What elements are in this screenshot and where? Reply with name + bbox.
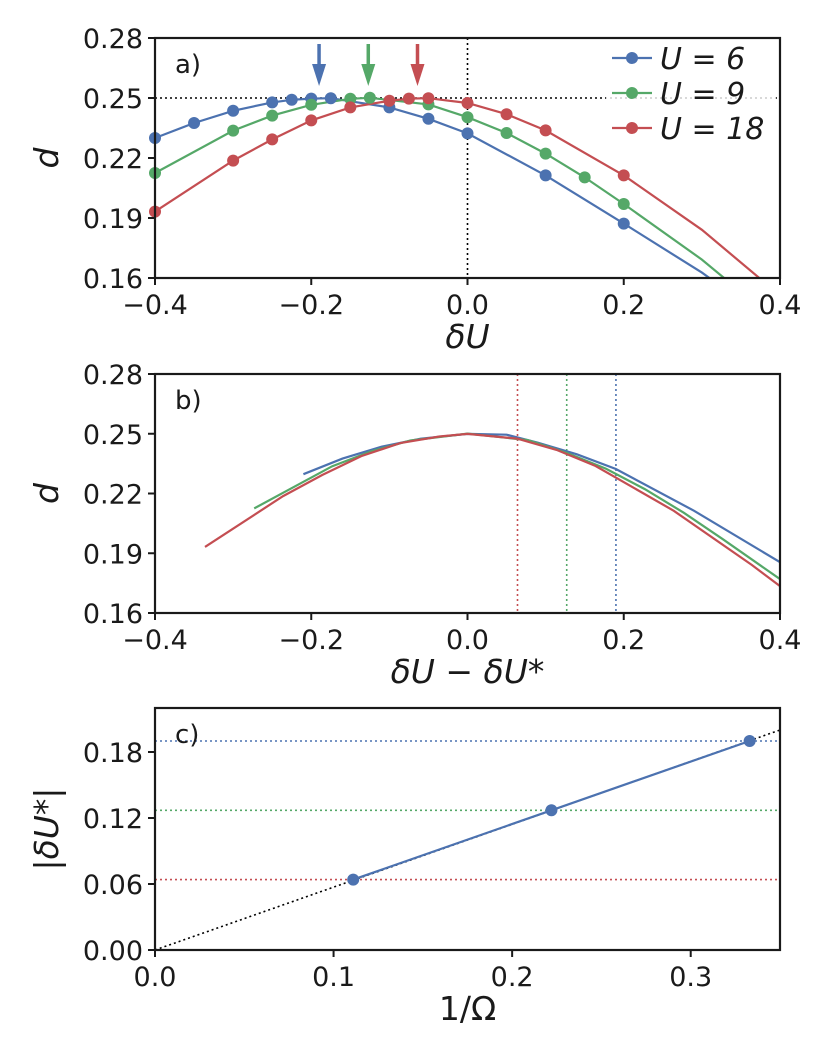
data-point bbox=[743, 735, 756, 747]
data-point bbox=[305, 114, 318, 127]
legend-entry-label: U = 9 bbox=[660, 77, 745, 112]
data-point bbox=[227, 124, 240, 137]
data-point bbox=[422, 112, 435, 125]
y-tick-label: 0.28 bbox=[83, 24, 143, 55]
arrow-head bbox=[410, 64, 425, 86]
legend-swatch-marker bbox=[626, 87, 638, 99]
series-line bbox=[204, 432, 780, 587]
axes-frame bbox=[153, 372, 782, 615]
y-tick-label: 0.19 bbox=[83, 204, 143, 235]
x-tick-label: 0.0 bbox=[446, 625, 489, 656]
x-tick-label: 0.4 bbox=[759, 625, 802, 656]
data-point bbox=[422, 92, 435, 105]
y-axis-label: d bbox=[27, 482, 66, 504]
data-point bbox=[539, 169, 552, 182]
panel-a: −0.4 −0.2 0.0 0.2 0.4 0.16 0.19 0.22 0.25 0.28 δU d… bbox=[27, 24, 801, 356]
data-point bbox=[461, 111, 474, 124]
x-tick-label: 0.2 bbox=[602, 625, 645, 656]
legend: U = 6U = 9U = 18 bbox=[606, 42, 776, 147]
series-line bbox=[155, 97, 712, 278]
y-tick-label: 0.25 bbox=[83, 84, 143, 115]
data-point bbox=[539, 147, 552, 160]
data-point bbox=[266, 96, 279, 109]
data-point bbox=[402, 92, 415, 105]
data-point bbox=[188, 117, 201, 129]
x-tick-label: 0.0 bbox=[446, 290, 489, 321]
y-axis-label: |δU*| bbox=[27, 787, 66, 870]
data-point bbox=[461, 127, 474, 140]
x-tick-label: −0.4 bbox=[122, 290, 188, 321]
data-point bbox=[539, 124, 552, 137]
axes-frame bbox=[153, 706, 782, 952]
plot-area bbox=[155, 729, 780, 950]
arrow-head bbox=[361, 64, 376, 86]
y-tick-label: 0.25 bbox=[83, 420, 143, 451]
panel-b: −0.4 −0.2 0.0 0.2 0.4 0.16 0.19 0.22 0.25 0.28 δU … bbox=[27, 360, 801, 691]
data-point bbox=[578, 171, 591, 184]
data-point bbox=[227, 154, 240, 167]
panel-label: c) bbox=[175, 720, 199, 750]
x-tick-label: −0.4 bbox=[122, 625, 188, 656]
y-tick-label: 0.06 bbox=[83, 870, 143, 901]
y-tick-label: 0.16 bbox=[83, 599, 143, 630]
x-tick-label: 0.1 bbox=[312, 962, 355, 993]
data-point bbox=[617, 217, 630, 230]
legend-swatch-marker bbox=[626, 122, 638, 134]
panel-c: 0.0 0.1 0.2 0.3 0.00 0.06 0.12 0.18 1/Ω |δU*| c) bbox=[27, 706, 782, 1028]
data-point bbox=[500, 127, 513, 139]
arrow-head bbox=[312, 64, 327, 86]
data-point bbox=[266, 133, 279, 146]
panel-label: b) bbox=[175, 386, 202, 416]
y-tick-label: 0.19 bbox=[83, 539, 143, 570]
legend-swatch-marker bbox=[626, 52, 638, 64]
y-axis-label: d bbox=[27, 146, 66, 168]
data-point bbox=[383, 94, 396, 107]
data-point bbox=[363, 91, 376, 104]
data-point bbox=[617, 198, 630, 210]
y-tick-label: 0.28 bbox=[83, 360, 143, 391]
x-tick-label: −0.2 bbox=[278, 625, 344, 656]
y-tick-label: 0.18 bbox=[83, 738, 143, 769]
data-point bbox=[461, 97, 474, 109]
data-point bbox=[344, 101, 357, 114]
data-point bbox=[617, 169, 630, 182]
legend-entry-label: U = 18 bbox=[660, 112, 764, 147]
y-tick-label: 0.22 bbox=[83, 480, 143, 511]
x-axis-label: δU − δU* bbox=[391, 652, 545, 691]
data-point bbox=[285, 93, 298, 106]
legend-entry-label: U = 6 bbox=[660, 42, 745, 77]
series-line bbox=[302, 432, 780, 564]
y-tick-label: 0.12 bbox=[83, 804, 143, 835]
series-line bbox=[155, 96, 726, 278]
x-tick-label: 0.2 bbox=[491, 962, 534, 993]
x-tick-label: 0.3 bbox=[669, 962, 712, 993]
y-tick-label: 0.16 bbox=[83, 264, 143, 295]
x-tick-label: 0.2 bbox=[602, 290, 645, 321]
data-point bbox=[545, 804, 558, 817]
x-tick-label: 0.0 bbox=[134, 962, 177, 993]
data-point bbox=[305, 98, 318, 111]
series-line bbox=[155, 97, 762, 278]
x-tick-label: −0.2 bbox=[278, 290, 344, 321]
data-point bbox=[500, 108, 513, 121]
x-tick-label: 0.4 bbox=[759, 290, 802, 321]
plot-area bbox=[204, 374, 780, 613]
x-axis-label: 1/Ω bbox=[439, 989, 496, 1028]
data-point bbox=[266, 109, 279, 122]
y-tick-label: 0.00 bbox=[83, 936, 143, 967]
x-axis-label: δU bbox=[445, 317, 489, 356]
data-point bbox=[324, 92, 337, 105]
data-point bbox=[227, 104, 240, 117]
data-point bbox=[347, 873, 360, 886]
panel-label: a) bbox=[175, 50, 201, 80]
data-point bbox=[344, 92, 357, 105]
y-tick-label: 0.22 bbox=[83, 144, 143, 175]
